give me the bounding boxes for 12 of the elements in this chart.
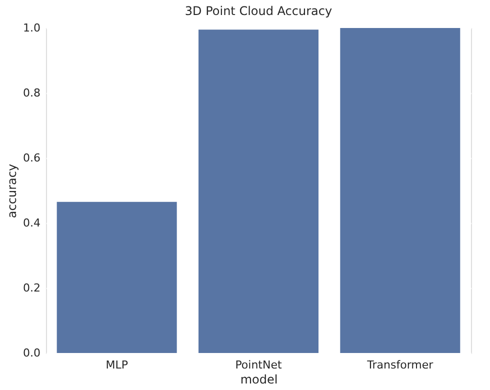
x-tick-label: Transformer (366, 358, 434, 372)
x-tick-label: PointNet (235, 358, 282, 372)
y-tick-label: 1.0 (23, 22, 40, 34)
y-tick-label: 0.0 (23, 346, 40, 360)
y-tick-label: 0.8 (23, 86, 40, 100)
y-tick-label: 0.6 (23, 152, 40, 164)
y-tick-label: 0.4 (23, 216, 40, 230)
y-axis-title: accuracy (5, 164, 20, 218)
chart-title: 3D Point Cloud Accuracy (184, 4, 332, 18)
y-tick-label: 0.2 (23, 282, 40, 294)
x-axis-title: model (240, 372, 278, 386)
x-tick-label: MLP (106, 358, 128, 372)
